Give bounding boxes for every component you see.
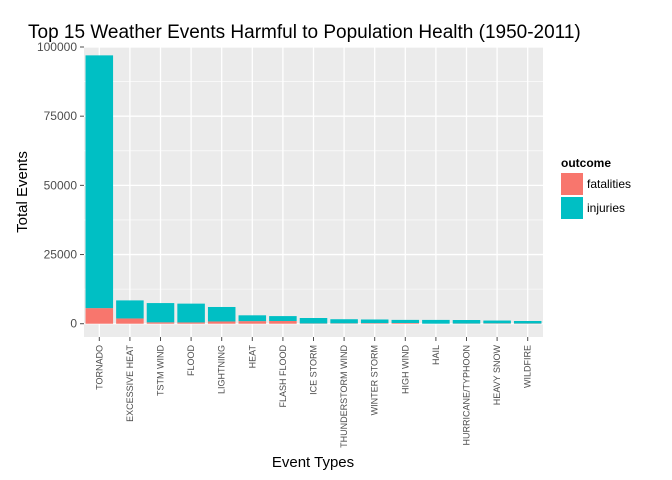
bar-injuries	[238, 315, 267, 322]
bar-fatalities	[360, 323, 389, 324]
x-tick-label: WILDFIRE	[523, 345, 533, 388]
x-tick-label: LIGHTNING	[217, 345, 227, 394]
x-tick-label: HEAVY SNOW	[492, 345, 502, 406]
bar-injuries	[391, 319, 420, 324]
bar-injuries	[513, 320, 542, 324]
legend-label-injuries: injuries	[587, 201, 625, 215]
y-axis: 0 25000 50000 75000 100000	[37, 40, 84, 331]
x-tick-label: ICE STORM	[309, 345, 319, 395]
y-axis-title: Total Events	[14, 151, 31, 233]
bar-fatalities	[391, 323, 420, 324]
bar-fatalities	[146, 322, 175, 324]
x-tick-label: HEAT	[247, 345, 257, 369]
legend-label-fatalities: fatalities	[587, 177, 631, 191]
x-tick-label: THUNDERSTORM WIND	[339, 345, 349, 448]
bar-injuries	[299, 318, 328, 324]
y-tick-label: 100000	[37, 40, 77, 54]
x-tick-label: TORNADO	[94, 345, 104, 390]
bar-injuries	[422, 319, 450, 324]
x-tick-label: FLOOD	[186, 345, 196, 377]
bar-injuries	[360, 319, 389, 324]
y-tick-label: 0	[70, 317, 77, 331]
legend: outcome fatalities injuries	[561, 156, 631, 219]
legend-swatch-fatalities	[561, 173, 583, 195]
bar-injuries	[177, 303, 205, 323]
x-tick-label: HIGH WIND	[400, 345, 410, 394]
y-tick-label: 25000	[44, 248, 78, 262]
bar-fatalities	[207, 321, 236, 324]
y-tick-label: 50000	[44, 178, 78, 192]
x-tick-label: HURRICANE/TYPHOON	[462, 345, 472, 446]
x-tick-label: WINTER STORM	[370, 345, 380, 415]
x-tick-label: TSTM WIND	[156, 345, 166, 396]
x-axis-title: Event Types	[272, 454, 354, 471]
bar-injuries	[483, 320, 511, 324]
bar-fatalities	[85, 308, 114, 324]
bar-fatalities	[177, 322, 205, 324]
x-axis: TORNADO EXCESSIVE HEAT TSTM WIND FLOOD LIGHT…	[94, 337, 533, 448]
bar-injuries	[146, 303, 175, 323]
bar-injuries	[85, 55, 114, 309]
bar-fatalities	[238, 321, 267, 324]
chart-title: Top 15 Weather Events Harmful to Populat…	[28, 22, 581, 43]
bar-fatalities	[116, 318, 144, 324]
bar-fatalities	[269, 321, 297, 324]
bar-injuries	[116, 300, 144, 319]
x-tick-label: FLASH FLOOD	[278, 345, 288, 408]
bar-injuries	[269, 316, 297, 322]
x-tick-label: EXCESSIVE HEAT	[125, 345, 135, 422]
bar-injuries	[330, 319, 358, 324]
bar-injuries	[207, 306, 236, 322]
bars	[85, 55, 542, 324]
legend-swatch-injuries	[561, 197, 583, 219]
legend-title: outcome	[561, 156, 611, 170]
x-tick-label: HAIL	[431, 345, 441, 365]
bar-injuries	[452, 320, 481, 324]
y-tick-label: 75000	[44, 109, 78, 123]
